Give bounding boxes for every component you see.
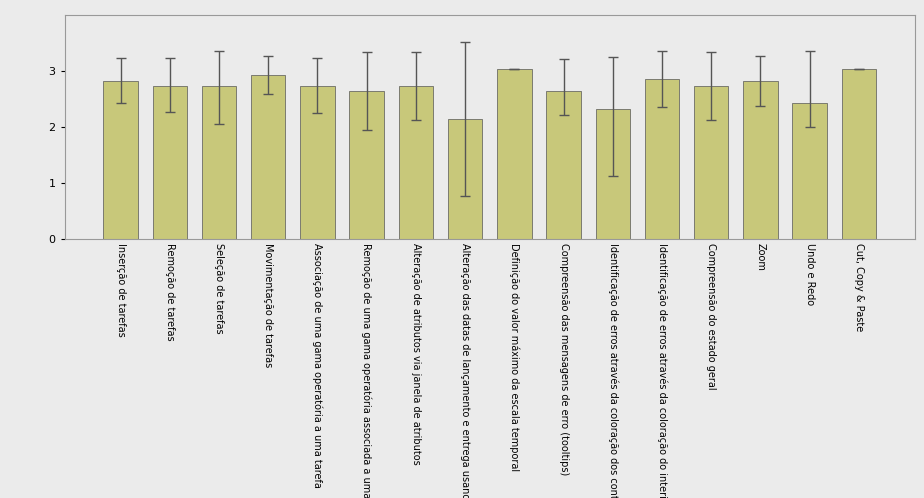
Bar bbox=[152, 86, 187, 239]
Bar bbox=[743, 81, 778, 239]
Bar bbox=[793, 103, 827, 239]
Bar bbox=[497, 69, 531, 239]
Bar bbox=[448, 119, 482, 239]
Bar bbox=[596, 109, 630, 239]
Bar bbox=[398, 86, 433, 239]
Bar bbox=[546, 91, 581, 239]
Bar bbox=[842, 69, 876, 239]
Bar bbox=[251, 75, 286, 239]
Bar bbox=[645, 79, 679, 239]
Bar bbox=[300, 86, 334, 239]
Bar bbox=[103, 81, 138, 239]
Bar bbox=[694, 86, 728, 239]
Bar bbox=[349, 91, 383, 239]
Bar bbox=[201, 86, 237, 239]
